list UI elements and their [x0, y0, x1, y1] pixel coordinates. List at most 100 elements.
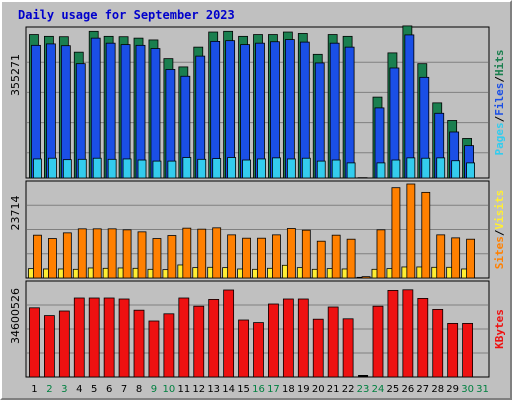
pages-bar-day-6: [107, 158, 117, 179]
kbytes-bar-day-29: [447, 322, 459, 378]
pages-bar-day-5: [92, 157, 102, 179]
pages-bar-day-14: [227, 157, 237, 179]
kbytes-bar-day-13: [208, 298, 220, 378]
files-bar-day-13: [210, 40, 221, 179]
pages-bar-day-16: [257, 158, 266, 179]
kbytes-bar-day-18: [282, 298, 294, 378]
x-label-day-27: 27: [416, 384, 429, 395]
files-bar-day-9: [150, 48, 161, 179]
x-label-day-17: 17: [267, 384, 280, 395]
sites-bar-day-9: [152, 238, 162, 279]
x-label-day-2: 2: [46, 384, 52, 395]
files-bar-day-7: [120, 44, 131, 179]
kbytes-bar-day-28: [432, 308, 444, 378]
kbytes-bar-day-22: [342, 318, 354, 378]
files-bar-day-6: [105, 42, 116, 179]
kbytes-bar-day-21: [327, 306, 339, 378]
pages-bar-day-24: [376, 162, 386, 179]
x-label-day-14: 14: [222, 384, 235, 395]
panel-1-y-tick-label: 355271: [9, 54, 22, 96]
pages-bar-day-12: [197, 158, 207, 179]
kbytes-bar-day-19: [297, 298, 309, 378]
pages-bar-day-26: [406, 157, 416, 179]
files-bar-day-19: [299, 41, 310, 179]
x-label-day-29: 29: [446, 384, 459, 395]
pages-bar-day-22: [346, 162, 356, 179]
x-label-day-22: 22: [342, 384, 355, 395]
sites-bar-day-6: [107, 228, 117, 279]
panel-3-legend-label: KBytes: [493, 309, 506, 349]
sites-bar-day-13: [212, 227, 222, 279]
pages-bar-day-11: [182, 157, 192, 179]
legend-part-2-0: Sites: [493, 236, 506, 269]
kbytes-bar-day-12: [193, 305, 205, 378]
x-label-day-31: 31: [476, 384, 489, 395]
x-label-day-24: 24: [372, 384, 385, 395]
legend-part-1-4: Hits: [493, 50, 506, 77]
sites-bar-day-11: [182, 227, 192, 279]
pages-bar-day-20: [316, 160, 326, 179]
sites-bar-day-20: [316, 240, 326, 279]
sites-bar-day-26: [406, 183, 416, 279]
kbytes-bar-day-16: [253, 322, 264, 378]
pages-bar-day-28: [436, 157, 446, 179]
sites-bar-day-27: [421, 191, 431, 279]
files-bar-day-1: [31, 44, 41, 179]
files-bar-day-5: [90, 37, 101, 179]
pages-bar-day-29: [451, 160, 461, 179]
x-label-day-30: 30: [461, 384, 474, 395]
pages-bar-day-27: [421, 157, 431, 179]
files-bar-day-21: [329, 42, 340, 179]
files-bar-day-16: [255, 42, 265, 179]
legend-part-1-0: Pages: [493, 122, 506, 155]
files-bar-day-3: [60, 45, 71, 179]
panel-1-legend-label: Pages/Files/Hits: [493, 50, 506, 156]
kbytes-bar-day-1: [29, 307, 40, 378]
kbytes-bar-day-5: [88, 297, 100, 378]
x-label-day-3: 3: [61, 384, 67, 395]
panel-2-legend-label: Sites/Visits: [493, 190, 506, 270]
sites-bar-day-15: [242, 237, 251, 279]
kbytes-bar-day-10: [163, 313, 175, 378]
sites-bar-day-3: [62, 232, 72, 279]
x-label-day-6: 6: [106, 384, 112, 395]
sites-bar-day-16: [257, 237, 266, 279]
pages-bar-day-3: [62, 159, 72, 179]
pages-bar-day-30: [466, 162, 475, 179]
sites-bar-day-30: [466, 238, 475, 279]
legend-part-3-0: KBytes: [493, 309, 506, 349]
pages-bar-day-1: [33, 158, 42, 179]
sites-bar-day-21: [331, 234, 341, 279]
sites-bar-day-29: [451, 237, 461, 279]
kbytes-bar-day-15: [238, 319, 249, 378]
pages-bar-day-13: [212, 158, 222, 179]
x-label-day-12: 12: [192, 384, 205, 395]
x-label-day-13: 13: [207, 384, 220, 395]
x-label-day-25: 25: [387, 384, 400, 395]
x-label-day-7: 7: [121, 384, 127, 395]
legend-part-2-2: Visits: [493, 190, 506, 230]
kbytes-bar-day-3: [58, 310, 70, 378]
files-bar-day-22: [344, 46, 355, 179]
sites-bar-day-25: [391, 187, 401, 279]
sites-bar-day-14: [227, 234, 237, 279]
x-label-day-23: 23: [357, 384, 370, 395]
sites-bar-day-24: [376, 229, 386, 279]
kbytes-bar-day-2: [44, 315, 55, 378]
kbytes-bar-day-14: [223, 289, 235, 378]
kbytes-bar-day-20: [312, 318, 324, 378]
pages-bar-day-15: [242, 159, 251, 179]
kbytes-bar-day-11: [178, 297, 190, 378]
x-label-day-28: 28: [431, 384, 444, 395]
pages-bar-day-25: [391, 159, 401, 179]
pages-bar-day-17: [272, 157, 281, 179]
kbytes-bar-day-25: [387, 289, 399, 378]
sites-bar-day-4: [77, 228, 87, 279]
kbytes-bar-day-24: [372, 305, 384, 378]
sites-bar-day-19: [301, 229, 311, 279]
legend-part-1-2: Files: [493, 83, 506, 116]
pages-bar-day-10: [167, 160, 177, 179]
pages-bar-day-9: [152, 160, 162, 179]
chart-title: Daily usage for September 2023: [18, 8, 235, 22]
x-label-day-16: 16: [252, 384, 265, 395]
